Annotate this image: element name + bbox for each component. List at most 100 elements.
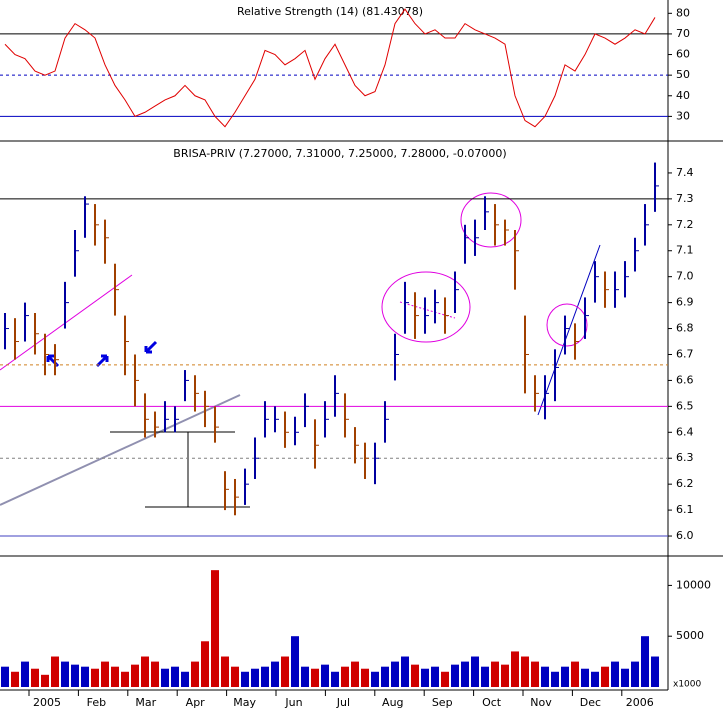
trendline [399, 301, 456, 319]
volume-bar [21, 661, 29, 687]
volume-bar [191, 661, 199, 687]
volume-bar [431, 666, 439, 687]
rsi-line [4, 8, 656, 128]
volume-bar [381, 666, 389, 687]
circle [460, 192, 522, 248]
volume-bar [461, 661, 469, 687]
circle [381, 271, 471, 343]
y-tick-label: 5000 [676, 629, 704, 642]
volume-bar [481, 666, 489, 687]
volume-bar [151, 661, 159, 687]
trendline [537, 244, 601, 416]
volume-bar [651, 656, 659, 687]
volume-bar [411, 664, 419, 687]
volume-bar [441, 671, 449, 687]
y-tick-label: 6.7 [676, 347, 694, 360]
volume-bar [1, 666, 9, 687]
volume-bar [171, 666, 179, 687]
y-tick-label: 7.3 [676, 192, 694, 205]
volume-bar [541, 666, 549, 687]
y-tick-label: 40 [676, 89, 690, 102]
volume-bar [71, 664, 79, 687]
volume-bar [421, 668, 429, 687]
volume-bar [211, 570, 219, 687]
volume-bar [61, 661, 69, 687]
volume-bar [91, 668, 99, 687]
y-tick-label: 30 [676, 109, 690, 122]
x-tick-label: Aug [382, 696, 403, 709]
x-tick-label: Dec [580, 696, 601, 709]
volume-bar [201, 641, 209, 687]
volume-bar [281, 656, 289, 687]
volume-bar [231, 666, 239, 687]
y-tick-label: 6.9 [676, 296, 694, 309]
volume-bar [321, 664, 329, 687]
volume-bar [471, 656, 479, 687]
y-tick-label: 6.6 [676, 373, 694, 386]
y-tick-label: 6.4 [676, 425, 694, 438]
volume-unit: x1000 [673, 680, 702, 690]
volume-bar [501, 664, 509, 687]
volume-bar [81, 666, 89, 687]
volume-bar [351, 661, 359, 687]
price-title: BRISA-PRIV (7.27000, 7.31000, 7.25000, 7… [173, 147, 506, 160]
volume-bar [221, 656, 229, 687]
volume-bar [141, 656, 149, 687]
volume-bar [611, 661, 619, 687]
y-tick-label: 10000 [676, 578, 711, 591]
volume-bar [631, 661, 639, 687]
volume-bar [291, 636, 299, 687]
trendline [0, 394, 241, 506]
volume-bar [581, 668, 589, 687]
x-tick-label: Apr [186, 696, 206, 709]
volume-bar [361, 668, 369, 687]
volume-bar [561, 666, 569, 687]
volume-bar [531, 661, 539, 687]
x-tick-label: Sep [432, 696, 453, 709]
arrow [144, 340, 158, 354]
volume-bar [131, 664, 139, 687]
y-tick-label: 7.0 [676, 270, 694, 283]
arrow [46, 354, 60, 368]
volume-bar [591, 671, 599, 687]
y-tick-label: 7.4 [676, 166, 694, 179]
y-tick-label: 50 [676, 68, 690, 81]
x-tick-label: Mar [135, 696, 156, 709]
arrow [95, 354, 109, 368]
volume-bar [11, 671, 19, 687]
volume-bar [331, 671, 339, 687]
rsi-title: Relative Strength (14) (81.43078) [237, 5, 423, 18]
x-tick-label: May [233, 696, 256, 709]
volume-bar [271, 661, 279, 687]
volume-bar [571, 661, 579, 687]
y-tick-label: 6.2 [676, 477, 694, 490]
y-tick-label: 6.1 [676, 503, 694, 516]
volume-bar [641, 636, 649, 687]
y-tick-label: 7.2 [676, 218, 694, 231]
volume-bar [451, 664, 459, 687]
volume-bar [401, 656, 409, 687]
volume-bar [111, 666, 119, 687]
volume-bar [601, 666, 609, 687]
volume-bar [301, 666, 309, 687]
y-tick-label: 80 [676, 6, 690, 19]
volume-bar [391, 661, 399, 687]
volume-bar [161, 668, 169, 687]
volume-bar [551, 671, 559, 687]
circle [546, 303, 588, 347]
x-tick-label: Jul [336, 696, 350, 709]
volume-bar [371, 671, 379, 687]
x-tick-label: 2005 [33, 696, 61, 709]
volume-bar [521, 656, 529, 687]
y-tick-label: 6.3 [676, 451, 694, 464]
volume-bar [251, 668, 259, 687]
volume-bar [511, 651, 519, 687]
volume-bar [621, 668, 629, 687]
y-tick-label: 70 [676, 27, 690, 40]
volume-bar [51, 656, 59, 687]
volume-bar [341, 666, 349, 687]
volume-bar [41, 674, 49, 687]
x-tick-label: Feb [87, 696, 106, 709]
x-tick-label: Oct [482, 696, 502, 709]
